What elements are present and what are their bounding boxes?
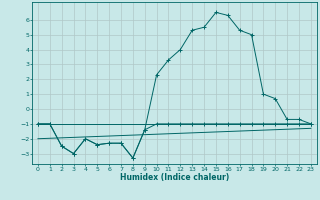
X-axis label: Humidex (Indice chaleur): Humidex (Indice chaleur) <box>120 173 229 182</box>
